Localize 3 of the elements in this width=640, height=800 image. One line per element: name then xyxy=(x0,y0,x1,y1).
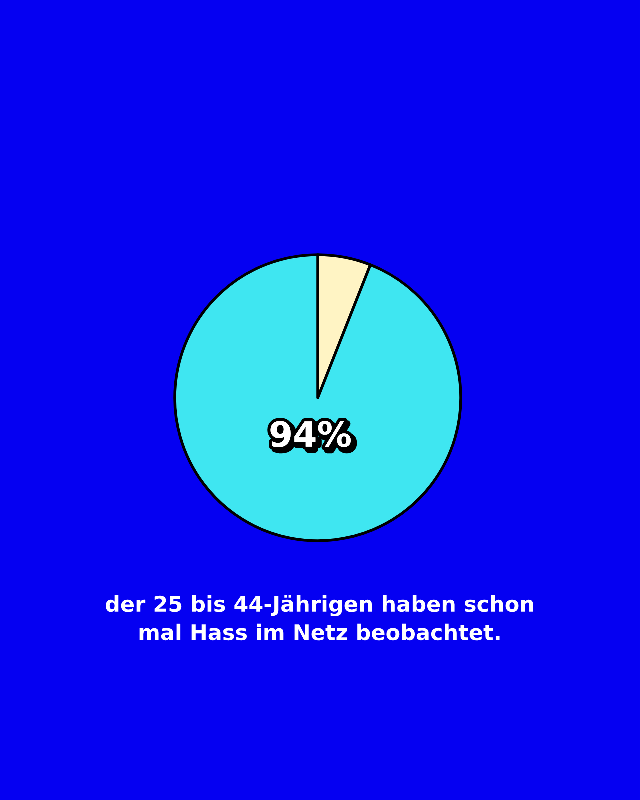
text: der 25 bis 44-Jährigen haben schon mal Hass im Netz beobachtet. xyxy=(106,595,534,641)
pie-slice xyxy=(174,254,462,542)
data-label: 94% xyxy=(270,421,354,450)
